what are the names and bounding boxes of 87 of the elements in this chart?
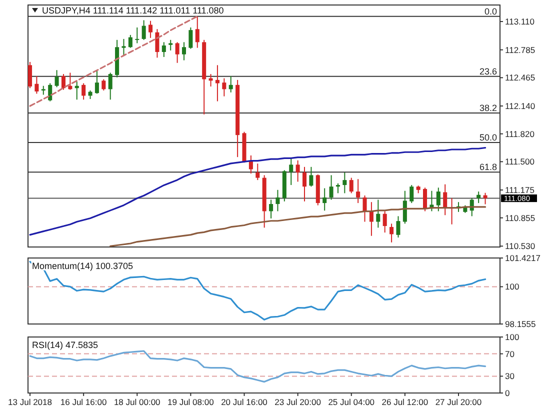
candlestick	[423, 187, 428, 212]
candlestick	[382, 210, 387, 234]
chart-title: USDJPY,H4 111.114 111.142 111.011 111.080	[42, 6, 224, 16]
candlestick	[302, 166, 307, 202]
candlestick	[349, 177, 354, 194]
candlestick	[68, 72, 72, 90]
y-tick-label: 100	[505, 332, 520, 342]
candlestick	[269, 199, 274, 219]
x-tick-label: 18 Jul 00:00	[114, 397, 161, 407]
y-tick-label: 111.175	[505, 184, 535, 195]
y-tick-label: 70	[505, 348, 515, 359]
candlestick	[34, 76, 39, 94]
annotation: 50.0	[479, 132, 497, 143]
annotation: 23.6	[479, 66, 497, 76]
annotation: 0.0	[484, 6, 497, 16]
y-tick-label: 110.855	[505, 212, 536, 223]
y-tick-label: 98.1555	[505, 318, 536, 329]
candlestick	[215, 64, 220, 102]
chart-title: RSI(14) 47.5835	[32, 340, 98, 350]
candlestick	[155, 28, 160, 58]
candlestick	[135, 26, 140, 44]
candlestick	[148, 20, 153, 38]
y-tick-label: 112.785	[505, 44, 536, 55]
candlestick	[309, 166, 314, 188]
x-tick-label: 25 Jul 04:00	[328, 397, 375, 407]
y-tick-label: 111.500	[505, 156, 535, 167]
candlestick	[329, 174, 334, 200]
candlestick	[182, 42, 186, 61]
candlestick	[108, 72, 112, 100]
annotation: 61.8	[479, 162, 497, 172]
candlestick	[390, 223, 394, 243]
candlestick	[142, 20, 146, 40]
y-tick-label: 111.820	[505, 128, 535, 139]
candlestick	[122, 38, 126, 56]
candlestick	[276, 189, 280, 212]
line-series	[29, 350, 486, 383]
x-tick-label: 26 Jul 12:00	[382, 397, 428, 407]
x-tick-label: 16 Jul 16:00	[60, 397, 107, 407]
candlestick	[443, 184, 448, 216]
candlestick	[94, 70, 99, 94]
candlestick	[396, 216, 400, 238]
y-tick-label: 113.110	[505, 16, 535, 27]
candlestick	[476, 191, 481, 204]
candlestick	[402, 190, 407, 224]
y-tick-label: 100	[505, 282, 520, 292]
candlestick	[222, 78, 226, 97]
candlestick	[28, 61, 32, 89]
x-tick-label: 20 Jul 16:00	[221, 397, 268, 407]
candlestick	[410, 184, 414, 204]
candlestick	[168, 39, 173, 51]
line-series	[29, 260, 486, 320]
candlestick	[128, 34, 132, 48]
candlestick	[162, 42, 166, 58]
x-tick-label: 23 Jul 20:00	[274, 397, 322, 407]
candlestick	[336, 182, 340, 194]
x-tick-label: 13 Jul 2018	[8, 397, 52, 407]
candlestick	[369, 202, 374, 236]
y-tick-label: 112.140	[505, 100, 536, 111]
candlestick	[61, 74, 66, 90]
candlestick	[54, 70, 59, 88]
candlestick	[256, 163, 260, 181]
y-tick-label: 0	[505, 388, 510, 398]
candlestick	[342, 172, 347, 194]
y-tick-label: 101.4217	[505, 252, 541, 263]
x-tick-label: 27 Jul 20:00	[435, 397, 482, 407]
candlestick	[483, 192, 488, 205]
y-tick-label: 30	[505, 371, 515, 382]
candlestick	[188, 26, 193, 50]
y-tick-label: 112.465	[505, 72, 536, 83]
line-series	[29, 16, 198, 107]
x-tick-label: 19 Jul 08:00	[168, 397, 214, 407]
annotation: 38.2	[479, 102, 497, 113]
candlestick	[322, 188, 327, 212]
candlestick	[356, 178, 360, 204]
candlestick	[195, 16, 200, 48]
candlestick	[228, 76, 233, 93]
candlestick	[175, 42, 180, 64]
candlestick	[376, 199, 380, 228]
candlestick	[102, 78, 106, 91]
y-tick-label: 110.530	[505, 241, 536, 252]
candlestick	[362, 194, 367, 222]
candlestick	[48, 82, 52, 102]
candlestick	[296, 160, 300, 182]
candlestick	[248, 154, 253, 174]
candlestick	[436, 187, 440, 212]
candlestick	[82, 82, 86, 100]
candlestick	[289, 158, 294, 186]
